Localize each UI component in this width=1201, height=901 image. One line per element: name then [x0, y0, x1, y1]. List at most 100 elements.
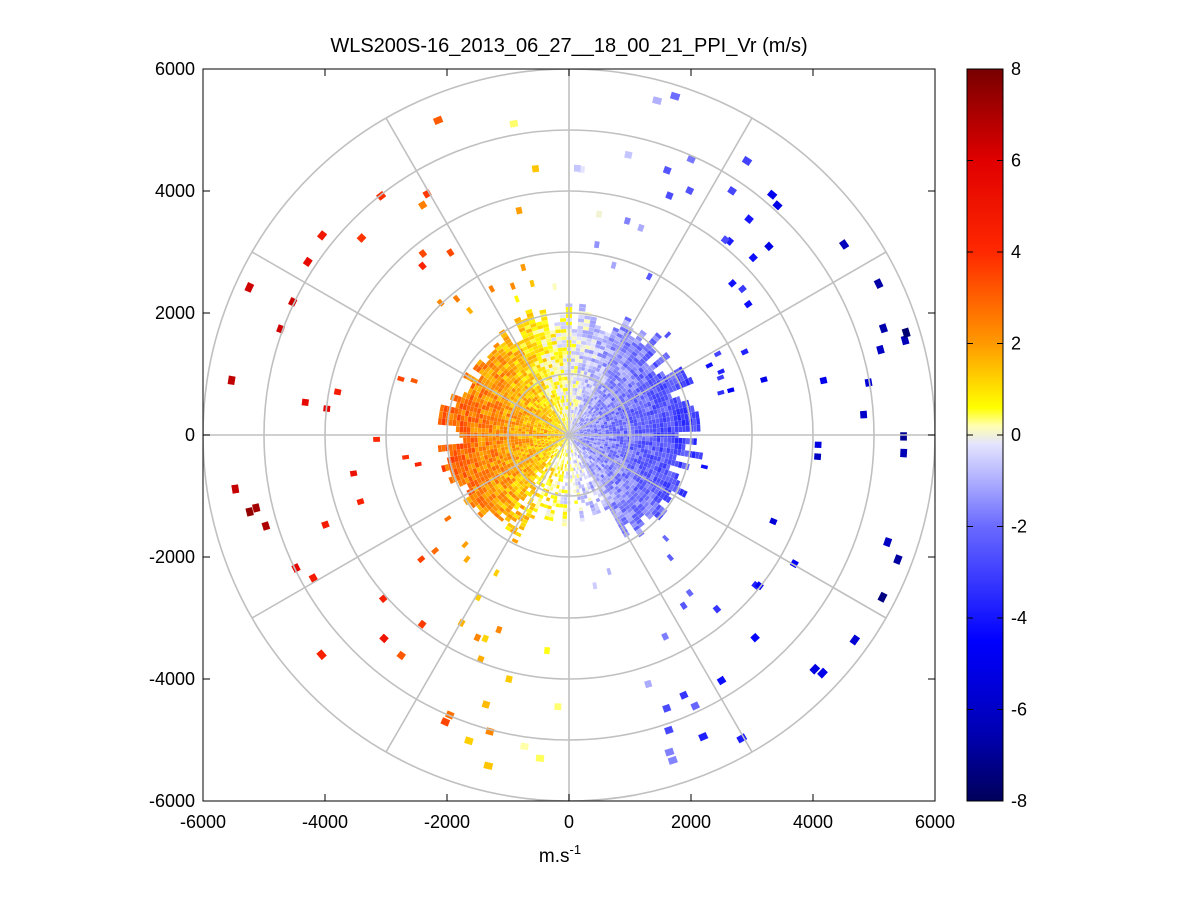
velocity-cell-555: [608, 399, 613, 404]
velocity-cell-2663: [533, 424, 538, 428]
velocity-cell-359: [588, 400, 592, 405]
velocity-cell-3367: [566, 413, 568, 417]
velocity-cell-61: [571, 332, 577, 337]
velocity-cell-825: [660, 407, 665, 413]
velocity-cell-1706: [571, 449, 574, 453]
velocity-cell-868: [576, 433, 580, 434]
velocity-cell-1655: [585, 474, 590, 479]
velocity-cell-2298: [551, 439, 556, 441]
velocity-cell-2345: [501, 450, 506, 455]
velocity-cell-1544: [579, 449, 583, 453]
velocity-cell-236: [587, 380, 592, 385]
velocity-cell-414: [639, 329, 647, 337]
velocity-cell-597: [632, 383, 639, 390]
velocity-cell-2265: [548, 441, 553, 444]
velocity-cell-1275: [636, 468, 642, 474]
velocity-cell-1337: [620, 467, 625, 473]
velocity-cell-2791: [519, 408, 524, 413]
velocity-cell-3042: [507, 359, 514, 366]
velocity-cell-1413: [655, 504, 662, 511]
velocity-cell-2139: [550, 444, 554, 448]
velocity-cell-139: [575, 399, 578, 403]
velocity-cell-1513: [580, 448, 584, 453]
velocity-cell-1333: [608, 459, 613, 464]
velocity-cell-68: [570, 409, 573, 414]
velocity-cell-1525: [606, 482, 612, 488]
velocity-cell-399: [608, 374, 614, 380]
velocity-cell-2673: [498, 414, 503, 419]
velocity-cell-355: [580, 413, 584, 417]
velocity-cell-1653: [580, 461, 584, 466]
velocity-cell-625: [635, 387, 641, 393]
velocity-cell-1932: [529, 489, 535, 495]
velocity-cell-2241: [521, 453, 526, 457]
velocity-cell-2774: [477, 392, 484, 399]
velocity-cell-3487: [531, 165, 540, 173]
velocity-cell-571: [652, 361, 659, 369]
velocity-cell-563: [630, 380, 636, 386]
velocity-cell-1438: [630, 489, 636, 496]
velocity-cell-2031: [510, 487, 517, 494]
velocity-cell-1985: [556, 445, 560, 449]
velocity-cell-3418: [561, 336, 567, 341]
velocity-cell-2555: [543, 431, 548, 434]
velocity-cell-1675: [571, 441, 573, 446]
velocity-cell-70: [571, 402, 574, 406]
velocity-cell-2967: [539, 405, 544, 410]
velocity-cell-1736: [570, 449, 572, 454]
velocity-cell-2090: [511, 477, 517, 483]
velocity-cell-1782: [562, 518, 567, 523]
velocity-cell-592: [618, 395, 624, 400]
velocity-cell-455: [592, 404, 597, 409]
velocity-cell-3299: [536, 324, 544, 330]
velocity-cell-474: [638, 351, 645, 358]
velocity-cell-842: [604, 425, 609, 429]
velocity-cell-527: [606, 397, 611, 402]
velocity-cell-96: [578, 307, 586, 312]
velocity-cell-1570: [633, 525, 641, 532]
velocity-cell-482: [571, 429, 575, 433]
velocity-cell-792: [651, 404, 657, 410]
velocity-cell-2962: [553, 419, 557, 423]
velocity-cell-3571: [717, 368, 725, 375]
velocity-cell-674: [588, 422, 592, 426]
velocity-cell-3340: [564, 409, 567, 414]
velocity-cell-225: [573, 417, 576, 422]
velocity-cell-796: [665, 399, 671, 406]
velocity-cell-568: [644, 368, 651, 375]
velocity-cell-75: [572, 384, 576, 388]
velocity-cell-1933: [527, 492, 533, 498]
velocity-cell-1989: [546, 456, 550, 460]
velocity-cell-782: [617, 416, 622, 421]
velocity-cell-1430: [608, 470, 614, 476]
velocity-cell-602: [647, 372, 654, 379]
velocity-cell-165: [571, 420, 574, 425]
velocity-cell-813: [618, 419, 623, 423]
velocity-cell-2573: [478, 423, 482, 429]
velocity-cell-1505: [630, 504, 637, 510]
velocity-cell-422: [586, 409, 591, 413]
velocity-cell-2306: [523, 447, 528, 451]
velocity-cell-3194: [525, 340, 532, 346]
velocity-cell-1974: [516, 493, 523, 499]
velocity-cell-3213: [550, 390, 555, 395]
velocity-cell-171: [576, 399, 580, 404]
velocity-cell-2923: [490, 371, 497, 377]
velocity-cell-443: [633, 348, 641, 355]
velocity-cell-2748: [462, 391, 468, 399]
velocity-cell-2711: [474, 402, 480, 408]
velocity-cell-1277: [643, 471, 649, 477]
velocity-cell-407: [625, 350, 632, 357]
velocity-cell-2059: [510, 482, 516, 488]
velocity-cell-3497: [716, 675, 727, 686]
velocity-cell-3520: [819, 376, 828, 385]
velocity-cell-1060: [663, 442, 668, 448]
velocity-cell-1439: [632, 492, 639, 498]
velocity-cell-1822: [552, 502, 557, 507]
y-tick-label-2: 2000: [155, 303, 195, 323]
velocity-cell-217: [595, 343, 601, 349]
grid-spoke-7: [385, 434, 570, 753]
velocity-cell-1821: [552, 499, 557, 504]
velocity-cell-1151: [642, 453, 648, 458]
velocity-cell-1007: [594, 435, 599, 438]
